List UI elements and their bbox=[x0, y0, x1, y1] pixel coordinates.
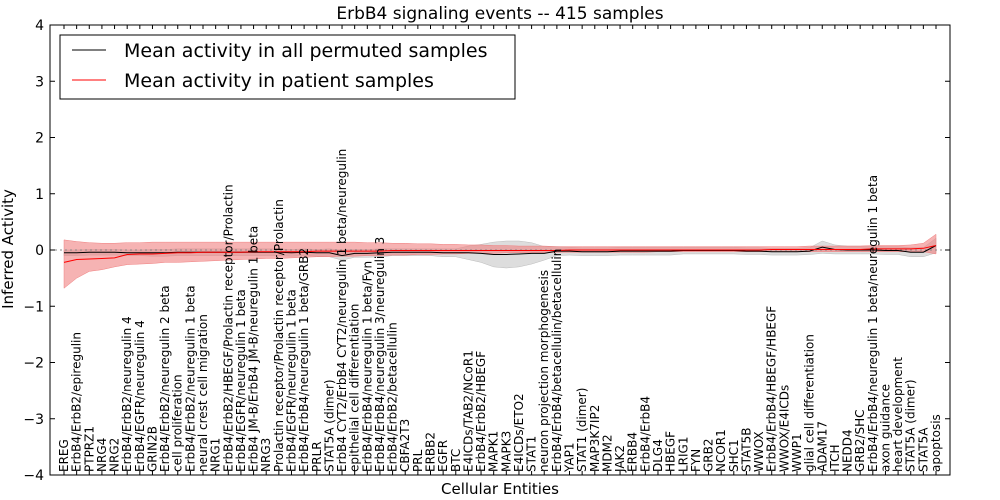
y-tick-label: −2 bbox=[23, 356, 44, 372]
confidence-bands bbox=[63, 233, 937, 289]
x-axis-ticks bbox=[63, 25, 937, 475]
legend-label-patient: Mean activity in patient samples bbox=[124, 70, 434, 92]
x-category-label: PRL bbox=[411, 449, 425, 472]
x-category-label: GRB2/SHC bbox=[853, 409, 867, 472]
x-category-label: axon guidance bbox=[878, 384, 892, 472]
x-category-label: ErbB4/ErbB2/epiregulin bbox=[70, 332, 84, 472]
y-tick-label: 0 bbox=[35, 243, 44, 259]
y-tick-label: 3 bbox=[35, 74, 44, 90]
legend-box bbox=[59, 34, 516, 100]
x-category-label: PTPRZ1 bbox=[82, 426, 96, 472]
y-tick-label: 2 bbox=[35, 131, 44, 147]
x-category-label: STAT1 bbox=[525, 436, 539, 472]
y-tick-label: 4 bbox=[35, 18, 44, 34]
x-category-label: ErbB4/ErbB4/neuregulin 1 beta/GRB2 bbox=[297, 248, 311, 472]
plot-frame bbox=[49, 24, 951, 476]
x-category-label: WWOX/E4ICDs bbox=[777, 385, 791, 472]
legend-label-permuted: Mean activity in all permuted samples bbox=[124, 40, 487, 62]
x-category-label: ErbB4 JM-B/ErbB4 JM-B/neuregulin 1 beta bbox=[247, 226, 261, 472]
x-category-label: NCOR1 bbox=[714, 429, 728, 472]
x-category-label: ErbB4/ErbB4/HBEGF/HBEGF bbox=[765, 306, 779, 472]
x-category-label: WWOX bbox=[752, 431, 766, 472]
x-category-label: ErbB4/ErbB2/betacellulin bbox=[386, 322, 400, 472]
x-category-label: STAT5A (dimer) bbox=[322, 379, 336, 472]
x-category-label: ErbB4/ErbB4/neuregulin 3/neuregulin 3 bbox=[373, 237, 387, 472]
x-category-label: NRG4 bbox=[95, 438, 109, 472]
x-category-label: SHC1 bbox=[727, 439, 741, 472]
x-category-label: DLG4 bbox=[651, 439, 665, 472]
x-category-label: EREG bbox=[57, 439, 71, 472]
x-category-label: apoptosis bbox=[929, 414, 943, 472]
x-category-label: STAT5B bbox=[739, 428, 753, 473]
x-axis-category-labels: EREGErbB4/ErbB2/epiregulinPTPRZ1NRG4NRG2… bbox=[57, 149, 943, 473]
x-category-label: MAP3K7IP2 bbox=[588, 405, 602, 472]
x-category-label: ErbB4 CYT2/ErbB4 CYT2/neuregulin 1 beta/… bbox=[335, 149, 349, 472]
patient-band bbox=[63, 233, 937, 289]
x-category-label: ErbB4/ErbB4/betacellulin/betacellulin bbox=[550, 249, 564, 472]
x-category-label: neuron projection morphogenesis bbox=[537, 270, 551, 472]
x-category-label: cell proliferation bbox=[171, 374, 185, 472]
x-category-label: ErbB4/ErbB2/neuregulin 4 bbox=[120, 316, 134, 472]
y-axis-label: Inferred Activity bbox=[0, 189, 17, 309]
x-category-label: MAPK3 bbox=[499, 431, 513, 472]
series-lines bbox=[63, 245, 937, 263]
x-category-label: E4ICDs/TAB2/NCoR1 bbox=[461, 350, 475, 472]
y-tick-label: −4 bbox=[23, 468, 44, 484]
y-tick-label: 1 bbox=[35, 187, 44, 203]
x-category-label: WWP1 bbox=[790, 433, 804, 472]
x-category-label: ErbB4/ErbB4/neuregulin 1 beta/Fyn bbox=[360, 261, 374, 472]
x-category-label: ADAM17 bbox=[815, 421, 829, 472]
y-axis-ticks: 4 3 2 1 0 −1 −2 −3 −4 bbox=[23, 18, 950, 484]
x-category-label: LRIG1 bbox=[676, 437, 690, 473]
x-category-label: ErbB4/EGFR/neuregulin 1 beta bbox=[234, 289, 248, 472]
x-category-label: ITCH bbox=[828, 444, 842, 472]
x-category-label: NEDD4 bbox=[841, 429, 855, 472]
x-category-label: JAK2 bbox=[613, 445, 627, 473]
x-category-label: ErbB4/ErbB4/neuregulin 1 beta/neuregulin… bbox=[866, 175, 880, 472]
x-category-label: EGFR bbox=[436, 440, 450, 472]
x-category-label: heart development bbox=[891, 357, 905, 472]
x-category-label: BTC bbox=[449, 449, 463, 472]
y-tick-label: −1 bbox=[23, 299, 44, 315]
x-category-label: E4ICDs/ETO2 bbox=[512, 393, 526, 472]
x-category-label: ErbB4/ErbB2/HBEGF bbox=[474, 351, 488, 472]
x-category-label: Prolactin receptor/Prolactin receptor/Pr… bbox=[272, 199, 286, 472]
x-category-label: ErbB4/EGFR/neuregulin 1 beta bbox=[284, 289, 298, 472]
x-category-label: ErbB4/EGFR/neuregulin 4 bbox=[133, 320, 147, 472]
x-category-label: ErbB4/ErbB2/neuregulin 2 beta bbox=[158, 285, 172, 472]
x-category-label: MAPK1 bbox=[487, 431, 501, 472]
x-axis-label: Cellular Entities bbox=[441, 480, 559, 498]
x-category-label: NRG1 bbox=[209, 438, 223, 472]
x-category-label: HBEGF bbox=[664, 431, 678, 472]
chart-title: ErbB4 signaling events -- 415 samples bbox=[336, 4, 663, 24]
x-category-label: ErbB4/ErbB2/neuregulin 1 beta bbox=[183, 285, 197, 472]
x-category-label: glial cell differentiation bbox=[803, 334, 817, 472]
x-category-label: neural crest cell migration bbox=[196, 314, 210, 472]
patient-mean-line bbox=[63, 245, 937, 263]
x-category-label: STAT5A bbox=[916, 427, 930, 472]
x-category-label: ERBB4 bbox=[626, 432, 640, 472]
x-category-label: ERBB2 bbox=[423, 432, 437, 472]
x-category-label: epithelial cell differentiation bbox=[348, 304, 362, 472]
x-category-label: MDM2 bbox=[600, 434, 614, 472]
x-category-label: ErbB4/ErbB2/HBEGF/Prolactin receptor/Pro… bbox=[221, 184, 235, 472]
x-category-label: GRB2 bbox=[702, 438, 716, 472]
x-category-label: GRIN2B bbox=[145, 426, 159, 472]
x-category-label: STAT5A (dimer) bbox=[904, 379, 918, 472]
x-category-label: YAP1 bbox=[563, 443, 577, 473]
x-category-label: CBFA2T3 bbox=[398, 419, 412, 472]
x-category-label: FYN bbox=[689, 449, 703, 472]
y-tick-label: −3 bbox=[23, 412, 44, 428]
x-category-label: STAT1 (dimer) bbox=[575, 388, 589, 472]
x-category-label: PRLR bbox=[310, 441, 324, 472]
legend: Mean activity in all permuted samples Me… bbox=[59, 34, 516, 100]
x-category-label: NRG3 bbox=[259, 438, 273, 472]
x-category-label: NRG2 bbox=[108, 438, 122, 472]
x-category-label: ErbB4/ErbB4 bbox=[638, 396, 652, 472]
